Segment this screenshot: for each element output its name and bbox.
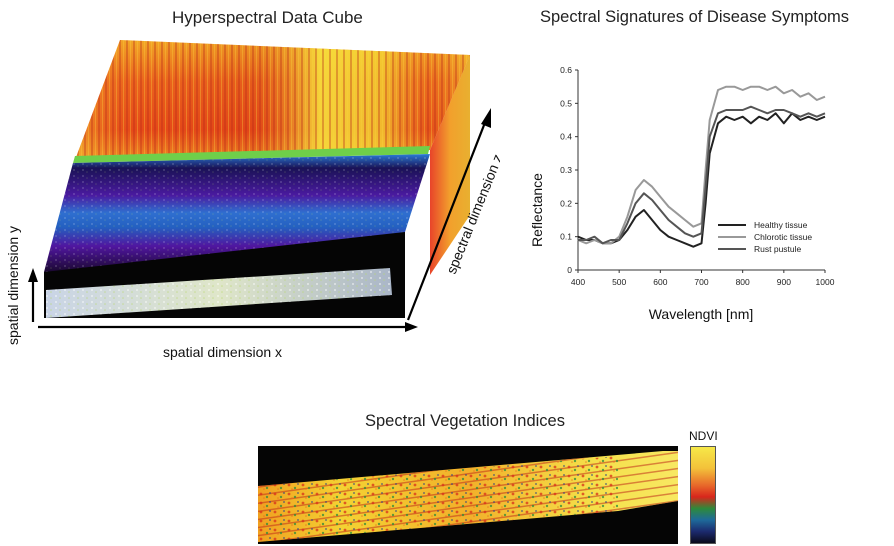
ndvi-colorbar-label: NDVI: [689, 429, 718, 443]
ndvi-map: [258, 446, 678, 544]
x-tick-label: 700: [694, 277, 708, 287]
vi-title: Spectral Vegetation Indices: [365, 412, 565, 430]
y-tick-label: 0.6: [560, 65, 572, 75]
axis-x-arrow: [38, 322, 418, 332]
axis-x-label: spatial dimension x: [163, 344, 283, 360]
y-tick-label: 0.2: [560, 198, 572, 208]
y-tick-label: 0.4: [560, 132, 572, 142]
x-tick-label: 600: [653, 277, 667, 287]
legend-label: Rust pustule: [754, 244, 802, 254]
y-tick-label: 0: [567, 265, 572, 275]
x-tick-label: 400: [571, 277, 585, 287]
y-tick-label: 0.1: [560, 232, 572, 242]
chart-title: Spectral Signatures of Disease Symptoms: [540, 8, 850, 26]
series-line-2: [578, 105, 826, 245]
axis-z-arrow: [406, 108, 491, 321]
x-tick-label: 900: [777, 277, 791, 287]
x-tick-label: 800: [736, 277, 750, 287]
spectral-chart: 0 0.1 0.2 0.3 0.4 0.5 0.6 400 500 600 700 800 900 100…: [529, 65, 835, 322]
chart-ylabel: Reflectance: [529, 173, 545, 247]
x-tick-label: 500: [612, 277, 626, 287]
ndvi-colorbar: [690, 446, 716, 544]
legend-label: Healthy tissue: [754, 220, 808, 230]
x-tick-label: 1000: [816, 277, 835, 287]
legend-label: Chlorotic tissue: [754, 232, 812, 242]
chart-xlabel: Wavelength [nm]: [649, 306, 754, 322]
hyperspectral-cube: spectral dimension z spatial dimension y: [5, 40, 500, 345]
cube-side-face: [430, 55, 470, 275]
axis-y-arrow: [28, 268, 38, 322]
y-tick-label: 0.5: [560, 98, 572, 108]
series-line-1: [577, 85, 826, 245]
y-tick-label: 0.3: [560, 165, 572, 175]
cube-title: Hyperspectral Data Cube: [172, 8, 363, 27]
axis-y-label: spatial dimension y: [5, 226, 21, 345]
